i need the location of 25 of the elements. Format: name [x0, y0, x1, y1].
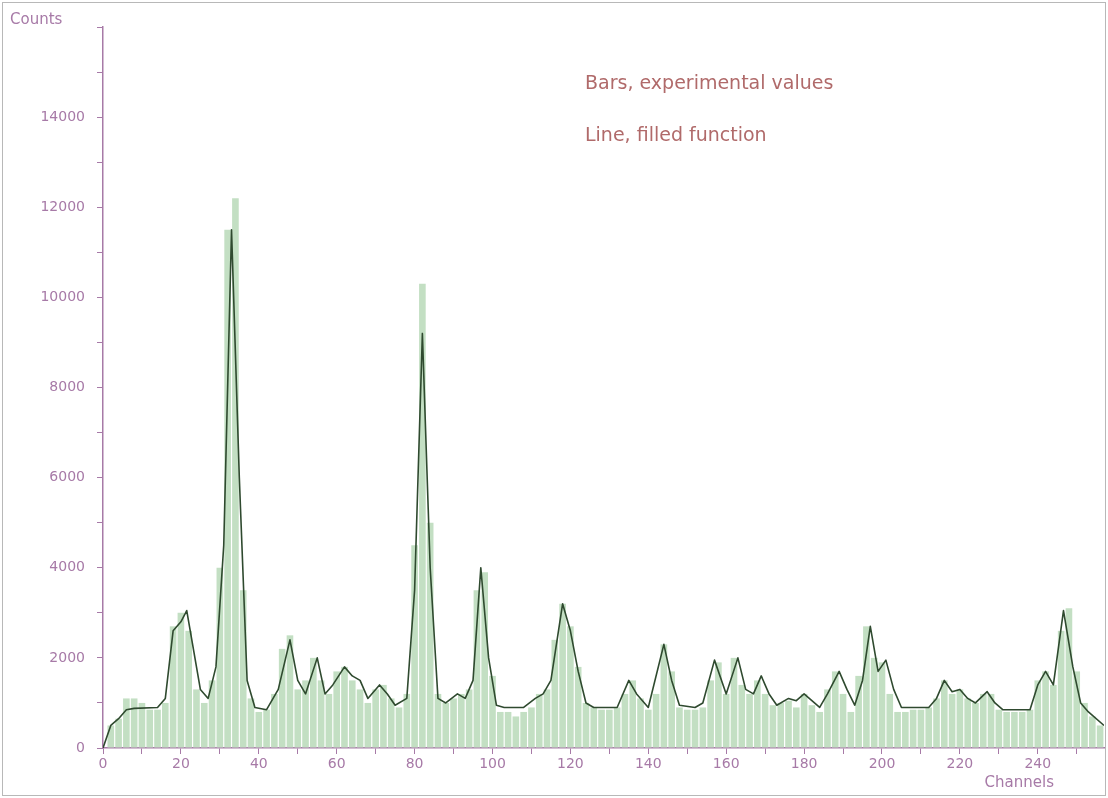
- x-tick-label: 80: [405, 755, 424, 772]
- x-tick-label: 240: [1024, 755, 1052, 772]
- annotation: Bars, experimental values: [585, 70, 834, 93]
- y-tick-label: 6000: [49, 468, 85, 485]
- x-tick-label: 40: [249, 755, 268, 772]
- x-tick-label: 120: [557, 755, 584, 772]
- x-tick-label: 60: [327, 755, 346, 772]
- x-axis-title: Channels: [984, 772, 1055, 791]
- y-tick-label: 4000: [49, 558, 85, 575]
- y-tick-label: 8000: [49, 378, 85, 395]
- y-tick-label: 12000: [40, 197, 85, 214]
- x-tick-label: 220: [946, 755, 974, 772]
- x-tick-label: 140: [634, 755, 662, 772]
- y-tick-label: 0: [76, 738, 85, 755]
- y-tick-label: 2000: [49, 648, 85, 665]
- x-tick-label: 0: [98, 755, 108, 772]
- x-tick-label: 180: [790, 755, 818, 772]
- x-tick-label: 20: [171, 755, 190, 772]
- x-tick-label: 100: [479, 755, 506, 772]
- y-tick-label: 10000: [40, 288, 85, 305]
- y-tick-label: 14000: [40, 107, 85, 124]
- x-tick-label: 200: [868, 755, 896, 772]
- y-axis-title: Counts: [10, 9, 63, 28]
- annotation: Line, filled function: [585, 122, 767, 145]
- x-tick-label: 160: [712, 755, 740, 772]
